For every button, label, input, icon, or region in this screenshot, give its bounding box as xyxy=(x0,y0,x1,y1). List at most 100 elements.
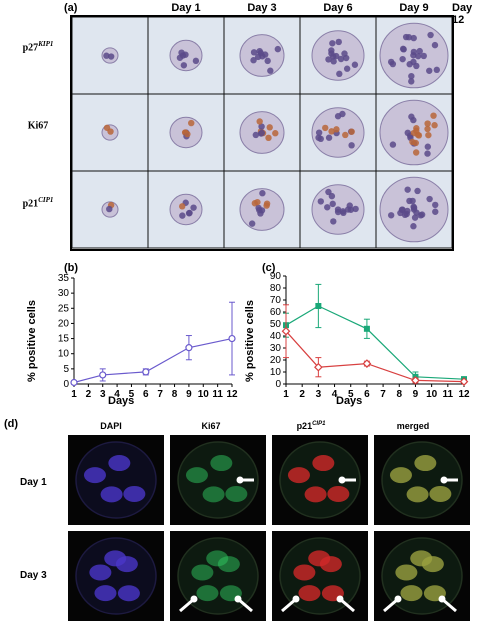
x-tick-label: 2 xyxy=(299,389,305,400)
nucleus xyxy=(107,128,114,135)
nucleus xyxy=(179,52,187,59)
nucleus xyxy=(409,138,416,146)
nucleus xyxy=(333,126,340,133)
day-header-9: Day 9 xyxy=(399,2,429,14)
nucleus xyxy=(339,208,347,215)
arrow-head xyxy=(438,595,446,603)
y-tick-label: 70 xyxy=(270,295,282,306)
nucleus-signal xyxy=(185,467,208,484)
arrow-head xyxy=(338,476,346,484)
micrograph-grid xyxy=(70,15,454,251)
data-point xyxy=(142,368,150,376)
y-tick-label: 50 xyxy=(270,319,282,330)
series-line xyxy=(285,305,465,380)
nucleus xyxy=(389,141,397,148)
nucleus xyxy=(179,203,186,210)
x-tick-label: 6 xyxy=(143,389,149,400)
nucleus xyxy=(248,220,256,227)
nucleus-signal xyxy=(100,486,123,503)
nucleus xyxy=(351,61,359,68)
cell-outline xyxy=(75,537,157,615)
nucleus xyxy=(404,186,411,193)
micrograph-grid-images xyxy=(72,17,452,249)
nucleus xyxy=(426,67,433,74)
x-tick-label: 11 xyxy=(212,389,223,400)
x-tick-label: 8 xyxy=(396,389,402,400)
nucleus xyxy=(335,38,342,46)
nucleus xyxy=(264,57,271,65)
nucleus-signal xyxy=(210,455,233,472)
nucleus xyxy=(336,70,343,78)
x-tick-label: 6 xyxy=(364,389,370,400)
nucleus xyxy=(256,47,263,55)
y-tick-label: 0 xyxy=(63,379,69,390)
x-tick-label: 2 xyxy=(86,389,92,400)
nucleus xyxy=(411,214,419,221)
data-point xyxy=(315,303,322,309)
arrow-head xyxy=(336,595,344,603)
data-point xyxy=(281,326,291,336)
nucleus xyxy=(408,72,415,80)
nucleus xyxy=(415,132,423,139)
nucleus-signal xyxy=(287,467,310,484)
nucleus xyxy=(192,57,200,65)
nucleus xyxy=(272,130,279,137)
nucleus-signal xyxy=(83,467,106,484)
nucleus xyxy=(416,47,423,55)
nucleus xyxy=(179,212,186,219)
x-tick-label: 3 xyxy=(100,389,106,400)
day-header-1: Day 1 xyxy=(171,2,201,14)
nucleus-signal xyxy=(191,564,214,581)
x-tick-label: 12 xyxy=(226,389,238,400)
nucleus-signal xyxy=(115,556,138,573)
nucleus xyxy=(324,204,331,211)
x-tick-label: 5 xyxy=(348,389,354,400)
nucleus xyxy=(256,118,263,125)
nucleus-signal xyxy=(400,585,423,602)
data-point xyxy=(362,359,372,368)
nucleus xyxy=(348,142,355,149)
y-tick-label: 5 xyxy=(63,364,69,375)
nucleus xyxy=(420,52,427,60)
nucleus xyxy=(348,128,355,135)
chart-c-ylabel: % positive cells xyxy=(244,300,256,382)
nucleus xyxy=(107,53,115,60)
nucleus xyxy=(190,204,197,211)
nucleus xyxy=(254,53,262,61)
nucleus-signal xyxy=(225,485,248,502)
y-tick-label: 15 xyxy=(58,334,70,345)
nucleus xyxy=(417,212,424,219)
arrow-head xyxy=(394,595,402,603)
panel-c-label: (c) xyxy=(262,262,276,274)
nucleus xyxy=(343,65,351,72)
row-label-day1: Day 1 xyxy=(20,477,47,488)
chart-b-ylabel: % positive cells xyxy=(26,300,38,382)
nucleus xyxy=(265,134,272,142)
y-tick-label: 35 xyxy=(58,273,70,284)
nucleus xyxy=(315,129,323,136)
x-tick-label: 7 xyxy=(380,389,386,400)
nucleus xyxy=(262,51,269,58)
nucleus xyxy=(410,223,417,230)
row-label-ki67: Ki67 xyxy=(27,120,49,132)
nucleus xyxy=(399,55,406,63)
col-label-merged: merged xyxy=(396,421,430,431)
nucleus xyxy=(337,55,345,63)
panel-d-label: (d) xyxy=(4,418,19,430)
day-header-12: Day 12 xyxy=(452,2,473,26)
data-point xyxy=(70,378,78,387)
x-tick-label: 5 xyxy=(129,389,135,400)
data-point xyxy=(228,334,236,343)
x-tick-label: 4 xyxy=(332,389,338,400)
x-tick-label: 9 xyxy=(413,389,419,400)
day-header-3: Day 3 xyxy=(247,2,277,14)
nucleus xyxy=(406,61,413,68)
nucleus-signal xyxy=(421,556,444,573)
nucleus xyxy=(352,205,359,213)
y-tick-label: 40 xyxy=(270,331,282,342)
nucleus xyxy=(410,206,418,213)
nucleus xyxy=(431,41,439,49)
row-label-p27: p27KIP1 xyxy=(22,40,54,54)
nucleus xyxy=(432,201,439,209)
